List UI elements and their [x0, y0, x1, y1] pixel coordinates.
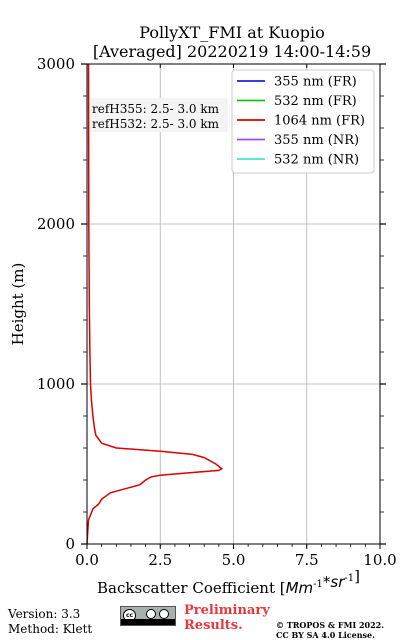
by-icon — [146, 609, 156, 619]
chart-title-line1: PollyXT_FMI at Kuopio — [139, 23, 325, 42]
y-tick-label: 1000 — [37, 375, 75, 393]
legend-label: 532 nm (NR) — [274, 153, 359, 168]
preliminary-label: Preliminary Results. — [184, 603, 270, 633]
legend-box — [231, 69, 375, 174]
y-axis-label: Height (m) — [9, 263, 27, 346]
y-tick-label: 2000 — [37, 215, 75, 233]
x-tick-label: 10.0 — [363, 551, 396, 569]
x-axis-label: Backscatter Coefficient [Mm-1*sr-1] — [97, 567, 360, 597]
legend-label: 355 nm (NR) — [274, 133, 359, 148]
legend-label: 532 nm (FR) — [274, 94, 357, 109]
preliminary-line2: Results. — [184, 618, 243, 633]
y-tick-label: 0 — [65, 535, 75, 553]
preliminary-line1: Preliminary — [184, 603, 270, 618]
cc-by-sa-license-icon: cc — [120, 606, 176, 626]
x-tick-label: 5.0 — [222, 551, 246, 569]
x-tick-label: 2.5 — [148, 551, 172, 569]
ref-annotation-box — [90, 98, 228, 132]
ref532-annotation: refH532: 2.5- 3.0 km — [92, 117, 220, 131]
version-label: Version: 3.3 — [8, 607, 81, 621]
copyright-line1: © TROPOS & FMI 2022. — [276, 620, 385, 630]
method-label: Method: Klett — [8, 622, 93, 636]
series-line-1064-nm-fr- — [86, 63, 224, 545]
x-tick-label: 0.0 — [75, 551, 99, 569]
x-tick-label: 7.5 — [295, 551, 319, 569]
copyright-label: © TROPOS & FMI 2022. CC BY SA 4.0 Licens… — [276, 620, 384, 640]
sa-icon — [159, 609, 169, 619]
legend-label: 355 nm (FR) — [274, 75, 357, 90]
copyright-line2: CC BY SA 4.0 License. — [276, 630, 375, 640]
ref355-annotation: refH355: 2.5- 3.0 km — [92, 102, 220, 116]
legend-label: 1064 nm (FR) — [274, 114, 365, 129]
chart-title-line2: [Averaged] 20220219 14:00-14:59 — [92, 42, 372, 61]
y-tick-label: 3000 — [37, 55, 75, 73]
